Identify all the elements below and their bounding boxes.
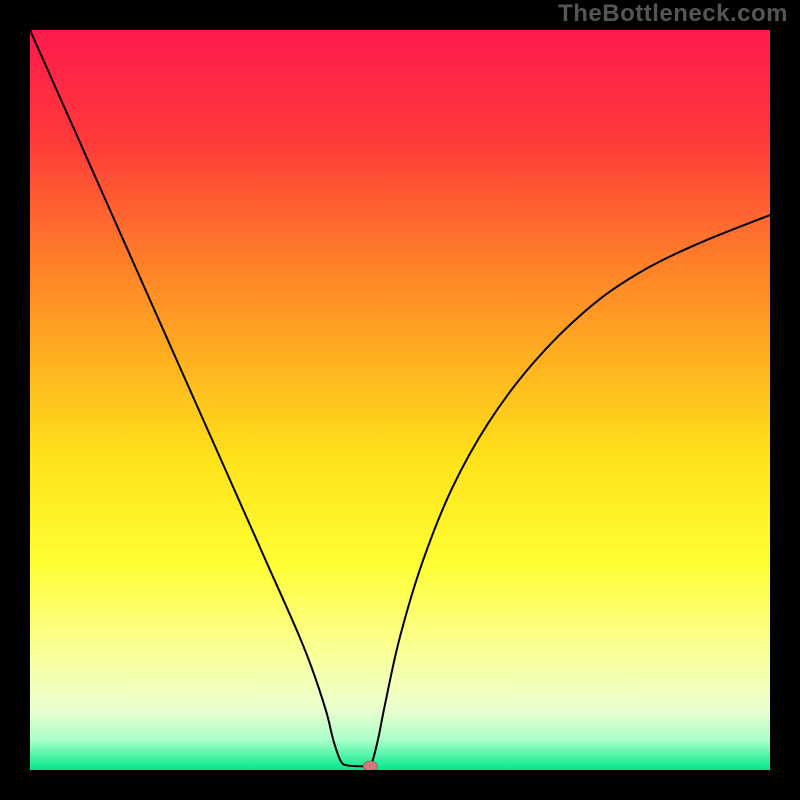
chart-svg: [30, 30, 770, 770]
canvas-background: TheBottleneck.com: [0, 0, 800, 800]
optimum-marker: [363, 761, 377, 770]
plot-area: [30, 30, 770, 770]
gradient-background: [30, 30, 770, 770]
watermark-text: TheBottleneck.com: [558, 0, 788, 28]
